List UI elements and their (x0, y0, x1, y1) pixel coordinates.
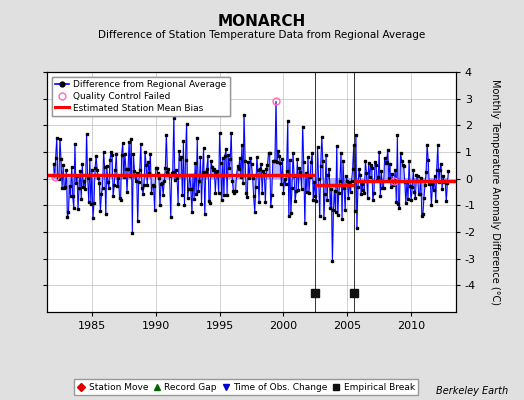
Y-axis label: Monthly Temperature Anomaly Difference (°C): Monthly Temperature Anomaly Difference (… (490, 79, 500, 305)
Text: Difference of Station Temperature Data from Regional Average: Difference of Station Temperature Data f… (99, 30, 425, 40)
Text: Berkeley Earth: Berkeley Earth (436, 386, 508, 396)
Legend: Difference from Regional Average, Quality Control Failed, Estimated Station Mean: Difference from Regional Average, Qualit… (52, 76, 230, 116)
Legend: Station Move, Record Gap, Time of Obs. Change, Empirical Break: Station Move, Record Gap, Time of Obs. C… (74, 379, 419, 396)
Text: MONARCH: MONARCH (218, 14, 306, 29)
